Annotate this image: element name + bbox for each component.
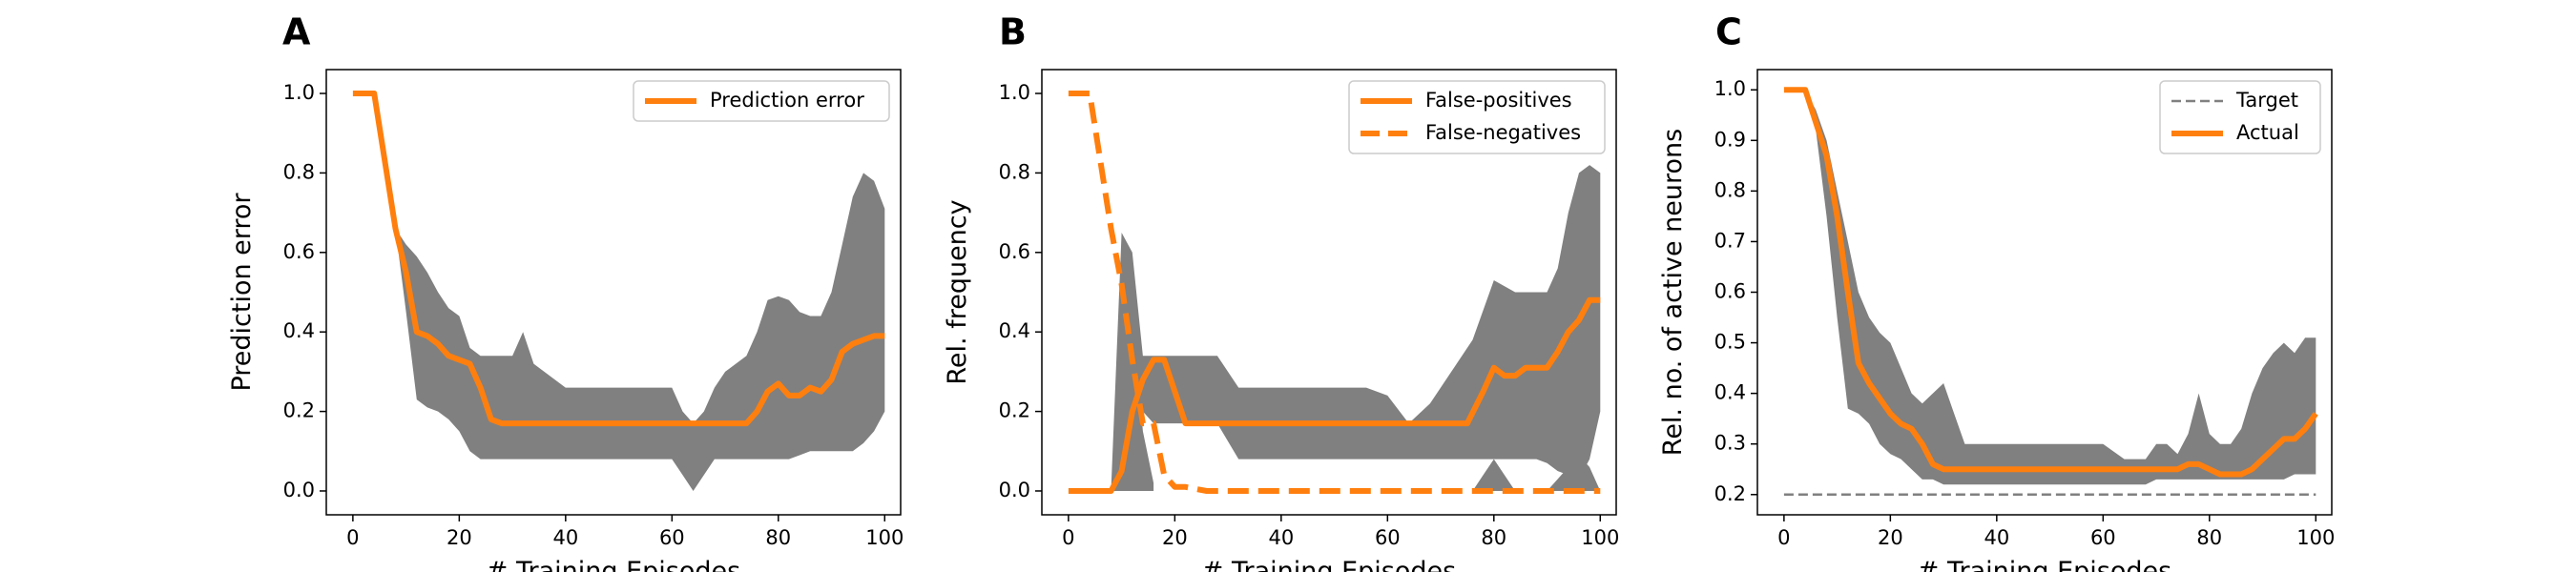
panel-c: C 0 20 40 60 80 100 0.2 0.3 0.4 0.5 0.6 0.7 0.8 0.9 1.0…: [1658, 11, 2335, 572]
y-tick-label: 0.6: [1714, 280, 1746, 303]
y-tick-label: 0.2: [1714, 482, 1746, 505]
y-tick-label: 0.0: [999, 479, 1030, 501]
x-tick-label: 20: [1162, 526, 1188, 549]
spread-band-2: [1472, 459, 1527, 491]
legend-label: Actual: [2236, 121, 2299, 144]
plot-area: [1068, 91, 1601, 494]
y-tick-label: 0.3: [1714, 432, 1746, 455]
plot-area: [352, 91, 885, 491]
x-tick-label: 80: [765, 526, 791, 549]
x-tick-label: 60: [2090, 526, 2116, 549]
y-tick-label: 0.7: [1714, 229, 1746, 252]
x-tick-label: 0: [1062, 526, 1074, 549]
y-tick-label: 0.4: [999, 319, 1030, 342]
legend: Prediction error: [633, 80, 890, 122]
y-axis-label: Rel. frequency: [943, 199, 972, 384]
x-tick-label: 100: [1581, 526, 1619, 549]
x-axis-label: # Training Episodes: [487, 557, 740, 572]
series-line-1: [1783, 87, 2318, 478]
y-axis-label: Rel. no. of active neurons: [1658, 129, 1688, 456]
x-axis-label: # Training Episodes: [1918, 557, 2171, 572]
y-tick-label: 1.0: [999, 81, 1030, 104]
y-tick-label: 0.8: [999, 160, 1030, 183]
x-tick-label: 80: [2196, 526, 2222, 549]
axes-frame: [1041, 69, 1617, 516]
spread-band-0: [1783, 90, 2316, 485]
legend: Target Actual: [2159, 80, 2321, 154]
y-tick-label: 0.8: [283, 160, 315, 183]
plot-area: [1783, 87, 2318, 497]
spread-band-3: [1547, 455, 1601, 491]
y-tick-label: 1.0: [283, 81, 315, 104]
panel-letter: A: [282, 11, 311, 53]
legend-label: Target: [2235, 89, 2298, 112]
x-tick-label: 40: [1984, 526, 2009, 549]
y-tick-label: 0.0: [283, 479, 315, 501]
x-tick-label: 60: [1375, 526, 1401, 549]
spread-band-0: [352, 93, 885, 491]
x-tick-label: 20: [447, 526, 472, 549]
x-tick-label: 100: [865, 526, 904, 549]
y-tick-label: 0.9: [1714, 128, 1746, 151]
legend: False-positives False-negatives: [1348, 80, 1606, 154]
legend-box: [1348, 80, 1606, 154]
x-tick-label: 80: [1481, 526, 1506, 549]
panel-letter: B: [999, 11, 1027, 53]
panel-b: B 0 20 40 60 80 100 0.0 0.2 0.4 0.6 0.8 1.0 # Trainin…: [943, 11, 1619, 572]
y-tick-label: 0.6: [283, 240, 315, 263]
y-tick-label: 0.2: [283, 399, 315, 422]
axes-frame: [325, 69, 902, 516]
y-tick-label: 0.2: [999, 399, 1030, 422]
panel-a: A 0 20 40 60 80 100 0.0 0.2 0.4 0.6 0.8 1.0 # Trainin…: [227, 11, 904, 572]
legend-box: [633, 80, 890, 122]
y-tick-label: 0.5: [1714, 331, 1746, 354]
panel-letter: C: [1715, 11, 1742, 53]
y-tick-label: 0.4: [1714, 381, 1746, 404]
x-tick-label: 100: [2296, 526, 2335, 549]
series-line-0: [352, 91, 885, 427]
x-tick-label: 0: [346, 526, 359, 549]
series-line-1: [1068, 91, 1601, 494]
legend-label: Prediction error: [710, 89, 864, 112]
x-tick-label: 40: [1268, 526, 1294, 549]
y-tick-label: 1.0: [1714, 77, 1746, 100]
y-axis-label: Prediction error: [227, 193, 257, 392]
x-tick-label: 20: [1878, 526, 1903, 549]
legend-label: False-positives: [1425, 89, 1572, 112]
spread-band-0: [1068, 165, 1601, 491]
y-tick-label: 0.8: [1714, 178, 1746, 201]
x-tick-label: 60: [659, 526, 685, 549]
y-tick-label: 0.6: [999, 240, 1030, 263]
x-tick-label: 40: [552, 526, 578, 549]
spread-band-1: [1068, 292, 1154, 491]
y-tick-label: 0.4: [283, 319, 315, 342]
x-tick-label: 0: [1777, 526, 1790, 549]
x-axis-label: # Training Episodes: [1202, 557, 1456, 572]
legend-label: False-negatives: [1425, 121, 1581, 144]
